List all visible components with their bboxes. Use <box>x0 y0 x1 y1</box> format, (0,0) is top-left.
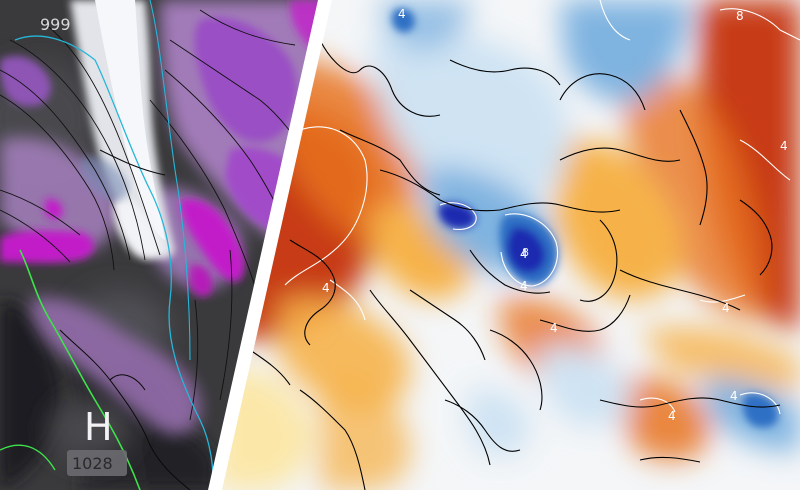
isotherm-green <box>19 249 141 490</box>
high-pressure-label-bg <box>67 450 127 476</box>
cold-cores <box>391 8 779 428</box>
contour-label: 8 <box>522 246 529 259</box>
contour-label: 4 <box>322 281 330 295</box>
contour-label: 4 <box>550 321 558 335</box>
contour-label: 4 <box>668 409 676 423</box>
contour-label: 4 <box>520 247 528 261</box>
contour-label: 4 <box>722 301 730 315</box>
high-pressure-value: 1028 <box>72 454 113 473</box>
panel-divider <box>208 0 332 490</box>
isotherm-cyan <box>14 35 214 490</box>
contour-label: 4 <box>730 389 738 403</box>
anomaly-field <box>215 0 800 490</box>
contour-labels: 4 8 4 8 4 4 4 4 4 4 4 <box>322 7 788 423</box>
left-coastlines <box>59 149 191 490</box>
contour-label: 8 <box>736 9 744 23</box>
snow-band <box>70 0 175 260</box>
contour-label: 4 <box>780 139 788 153</box>
high-pressure-letter: H <box>84 405 113 449</box>
isotherm-cyan-2 <box>149 0 191 361</box>
anomaly-contours <box>284 0 800 415</box>
temperature-anomaly-map: 4 8 4 8 4 4 4 4 4 4 4 <box>215 0 800 490</box>
coastlines-borders <box>249 39 781 490</box>
contour-label: 4 <box>398 7 406 21</box>
contour-label: 4 <box>520 279 528 293</box>
pressure-label-top: 999 <box>40 15 71 34</box>
isotherm-green-2 <box>0 444 56 471</box>
